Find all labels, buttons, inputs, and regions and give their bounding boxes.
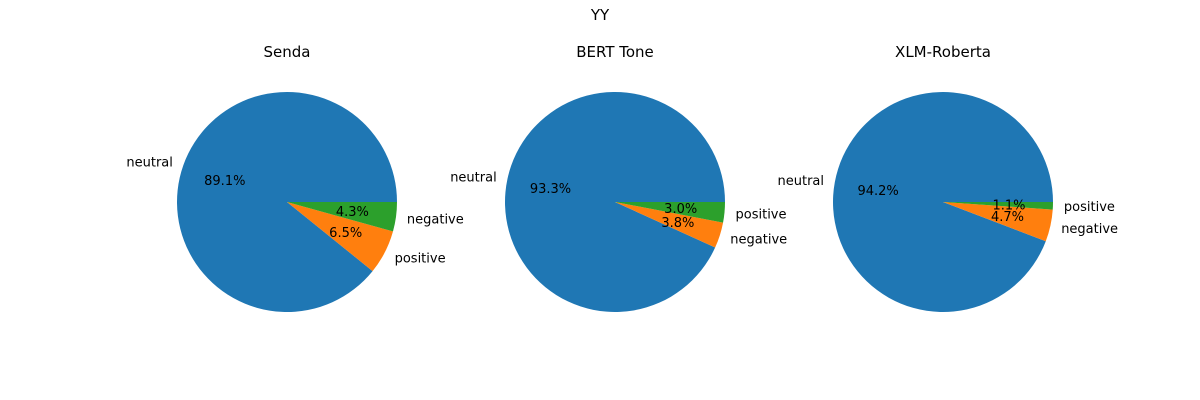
pie-slice-negative [943, 202, 1053, 242]
slice-percent-neutral: 94.2% [857, 184, 898, 199]
pie-slice-neutral [505, 91, 725, 312]
pie-slice-positive [943, 202, 1053, 210]
slice-percent-negative: 4.3% [336, 205, 369, 220]
slice-label-neutral: neutral [450, 170, 497, 185]
pie-title: BERT Tone [576, 43, 654, 61]
pie-slice-positive [287, 202, 393, 272]
slice-label-negative: negative [1061, 222, 1118, 237]
slice-label-positive: positive [395, 251, 446, 266]
slice-percent-positive: 6.5% [329, 226, 362, 241]
slice-percent-neutral: 93.3% [530, 182, 571, 197]
pie-chart-1: BERT Tone neutral 93.3% negative 3.8% positiv… [450, 43, 787, 312]
slice-percent-positive: 1.1% [992, 198, 1025, 213]
pie-slice-positive [615, 202, 725, 223]
figure-suptitle: YY [590, 6, 610, 24]
pie-slice-negative [287, 202, 397, 232]
slice-percent-positive: 3.0% [664, 202, 697, 217]
slice-percent-negative: 4.7% [991, 210, 1024, 225]
slice-percent-neutral: 89.1% [204, 174, 245, 189]
pie-charts-group: Senda neutral 89.1% positive 6.5% negative 4.3… [126, 43, 1118, 313]
pie-slice-neutral [176, 91, 397, 312]
pie-slice-neutral [833, 92, 1053, 313]
pie-slice-negative [615, 202, 724, 248]
pie-chart-0: Senda neutral 89.1% positive 6.5% negative 4.3… [126, 43, 464, 312]
slice-label-positive: positive [736, 207, 787, 222]
slice-label-neutral: neutral [778, 174, 825, 189]
pie-title: XLM-Roberta [895, 43, 991, 61]
slice-label-positive: positive [1064, 200, 1115, 215]
slice-label-negative: negative [407, 212, 464, 227]
pie-title: Senda [264, 43, 311, 61]
slice-label-neutral: neutral [126, 156, 173, 171]
pie-chart-2: XLM-Roberta neutral 94.2% negative 4.7% posit… [778, 43, 1118, 313]
slice-label-negative: negative [730, 233, 787, 248]
slice-percent-negative: 3.8% [661, 216, 694, 231]
